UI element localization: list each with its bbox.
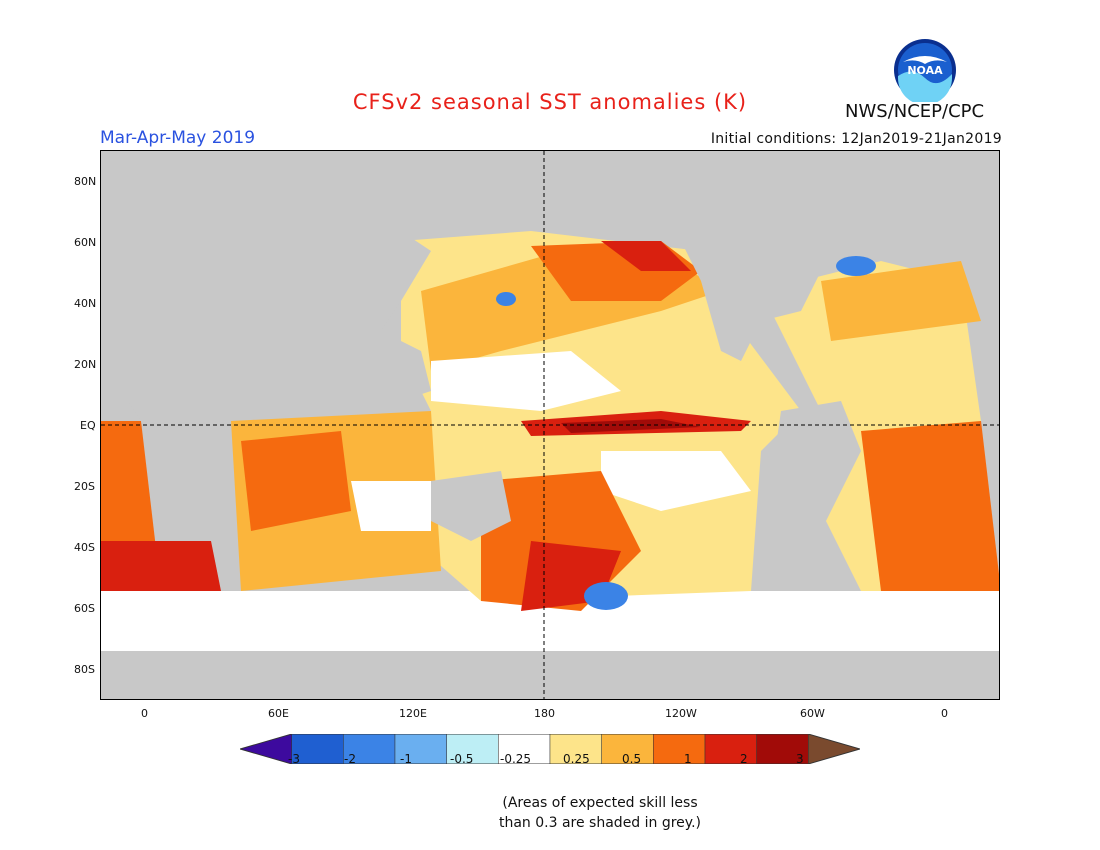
lon-label-120e: 120E [399, 707, 427, 720]
colorbar-segment-8 [653, 734, 706, 764]
colorbar-segment-9 [704, 734, 757, 764]
map-canvas [101, 151, 999, 699]
scale-label-2: 2 [740, 752, 748, 766]
kuroshio-cold [496, 292, 516, 306]
australia-land [431, 471, 511, 541]
sst-anomaly-map [100, 150, 1000, 700]
lat-label-80n: 80N [74, 175, 97, 188]
lon-label-60w: 60W [800, 707, 825, 720]
map-title: CFSv2 seasonal SST anomalies (K) [352, 90, 748, 114]
colorbar-segment-4 [446, 734, 499, 764]
indian-ocean-orange [241, 431, 351, 531]
scale-label-neg1: -1 [400, 752, 412, 766]
color-scale-bar [240, 734, 860, 764]
scale-label-0-5: 0.5 [622, 752, 642, 766]
initial-conditions: Initial conditions: 12Jan2019-21Jan2019 [710, 131, 1002, 147]
south-pacific-white [601, 451, 751, 511]
colorbar-segment-1 [291, 734, 344, 764]
lon-label-0-east: 0 [941, 707, 948, 720]
logo-text: NOAA [907, 64, 943, 77]
africa-land [121, 326, 231, 531]
forecast-period: Mar-Apr-May 2019 [100, 128, 256, 148]
eurasia-land [101, 201, 431, 401]
lon-label-60e: 60E [268, 707, 289, 720]
scale-label-0-25: 0.25 [563, 752, 590, 766]
north-america-land [681, 191, 861, 361]
lat-label-60n: 60N [74, 236, 97, 249]
scale-label-neg0-25: -0.25 [500, 752, 532, 766]
southern-ocean-cold [584, 582, 628, 610]
scale-label-3: 3 [796, 752, 804, 766]
north-atlantic-cold [836, 256, 876, 276]
south-america-land [771, 401, 861, 591]
skill-note: (Areas of expected skill less than 0.3 a… [470, 793, 730, 833]
lat-label-80s: 80S [74, 663, 95, 676]
agency-label: NWS/NCEP/CPC [845, 101, 985, 122]
colorbar-segment-3 [394, 734, 447, 764]
antarctica-land [101, 651, 999, 699]
lon-label-180: 180 [534, 707, 555, 720]
south-atlantic-red [101, 541, 221, 591]
scale-label-neg2: -2 [344, 752, 356, 766]
lat-label-40n: 40N [74, 297, 97, 310]
lat-label-60s: 60S [74, 602, 95, 615]
scale-label-neg3: -3 [288, 752, 300, 766]
central-pacific-white [431, 351, 621, 411]
equatorial-darkred [561, 419, 701, 433]
skill-note-line2: than 0.3 are shaded in grey.) [498, 815, 701, 831]
skill-note-line1: (Areas of expected skill less [502, 795, 698, 811]
gulf-alaska-red [601, 241, 691, 271]
lat-label-20n: 20N [74, 358, 97, 371]
lon-label-120w: 120W [665, 707, 697, 720]
lon-label-0: 0 [141, 707, 148, 720]
colorbar-segment-0 [240, 734, 292, 764]
colorbar-segment-2 [343, 734, 396, 764]
north-atlantic-warm [821, 261, 981, 341]
lat-label-20s: 20S [74, 480, 95, 493]
colorbar-segment-7 [601, 734, 654, 764]
lat-label-eq: EQ [80, 419, 96, 432]
south-atlantic-orange [861, 421, 999, 591]
scale-label-1: 1 [684, 752, 692, 766]
lat-label-40s: 40S [74, 541, 95, 554]
indian-ocean-white [351, 481, 431, 531]
scale-label-neg0-5: -0.5 [450, 752, 474, 766]
noaa-logo: NOAA [894, 39, 956, 102]
colorbar-segment-11 [808, 734, 860, 764]
